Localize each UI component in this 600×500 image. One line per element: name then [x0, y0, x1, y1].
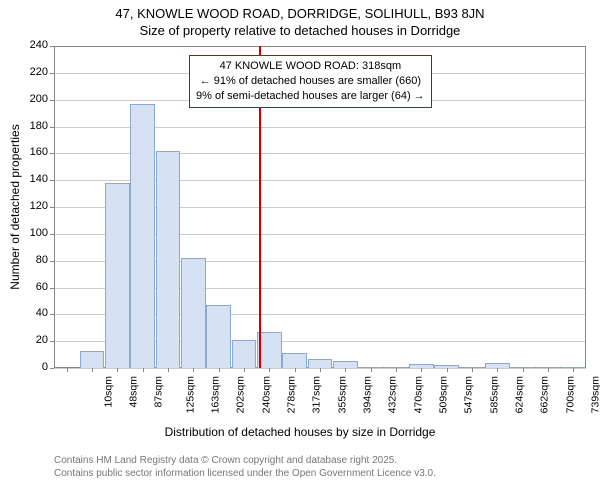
histogram-bar: [232, 340, 257, 368]
x-tick-label: 240sqm: [260, 376, 272, 413]
y-tick-label: 200: [22, 93, 48, 105]
y-tick-label: 60: [22, 281, 48, 293]
chart-container: 47, KNOWLE WOOD ROAD, DORRIDGE, SOLIHULL…: [0, 0, 600, 500]
histogram-bar: [308, 359, 333, 368]
histogram-bar: [206, 305, 231, 368]
x-axis-label: Distribution of detached houses by size …: [0, 425, 600, 439]
attribution-line2: Contains public sector information licen…: [54, 467, 436, 480]
histogram-bar: [282, 353, 307, 368]
y-tick-label: 100: [22, 227, 48, 239]
annotation-line2: ← 91% of detached houses are smaller (66…: [196, 74, 425, 89]
x-tick-label: 355sqm: [336, 376, 348, 413]
y-tick-label: 20: [22, 334, 48, 346]
y-tick-label: 240: [22, 39, 48, 51]
annotation-line1: 47 KNOWLE WOOD ROAD: 318sqm: [196, 59, 425, 74]
x-tick-label: 87sqm: [153, 376, 165, 408]
histogram-bar: [130, 104, 155, 368]
title-address: 47, KNOWLE WOOD ROAD, DORRIDGE, SOLIHULL…: [0, 0, 600, 21]
histogram-bar: [80, 351, 105, 368]
x-tick-label: 202sqm: [235, 376, 247, 413]
x-tick-label: 739sqm: [589, 376, 600, 413]
y-tick-label: 0: [22, 361, 48, 373]
y-tick-label: 120: [22, 200, 48, 212]
x-tick-label: 163sqm: [209, 376, 221, 413]
x-tick-label: 48sqm: [128, 376, 140, 408]
y-tick-label: 140: [22, 173, 48, 185]
y-tick-label: 180: [22, 120, 48, 132]
x-tick-label: 547sqm: [463, 376, 475, 413]
x-tick-label: 624sqm: [513, 376, 525, 413]
annotation-line3: 9% of semi-detached houses are larger (6…: [196, 89, 425, 104]
x-tick-label: 278sqm: [285, 376, 297, 413]
y-tick-label: 160: [22, 146, 48, 158]
x-tick-label: 585sqm: [488, 376, 500, 413]
x-tick-label: 10sqm: [102, 376, 114, 408]
y-tick-label: 40: [22, 307, 48, 319]
x-tick-label: 700sqm: [564, 376, 576, 413]
annotation-box: 47 KNOWLE WOOD ROAD: 318sqm← 91% of deta…: [189, 55, 432, 108]
x-tick-label: 662sqm: [539, 376, 551, 413]
histogram-bar: [105, 183, 130, 368]
title-subtitle: Size of property relative to detached ho…: [0, 21, 600, 38]
histogram-bar: [181, 258, 206, 368]
histogram-bar: [156, 151, 181, 368]
y-axis-label: Number of detached properties: [8, 122, 22, 292]
y-tick-label: 80: [22, 254, 48, 266]
x-tick-label: 317sqm: [311, 376, 323, 413]
x-tick-label: 509sqm: [437, 376, 449, 413]
attribution: Contains HM Land Registry data © Crown c…: [54, 454, 436, 480]
x-tick-label: 470sqm: [412, 376, 424, 413]
x-tick-label: 432sqm: [387, 376, 399, 413]
y-tick-label: 220: [22, 66, 48, 78]
plot-area: 47 KNOWLE WOOD ROAD: 318sqm← 91% of deta…: [54, 46, 586, 368]
x-tick-label: 394sqm: [361, 376, 373, 413]
histogram-bar: [333, 361, 358, 368]
x-tick-label: 125sqm: [184, 376, 196, 413]
attribution-line1: Contains HM Land Registry data © Crown c…: [54, 454, 436, 467]
